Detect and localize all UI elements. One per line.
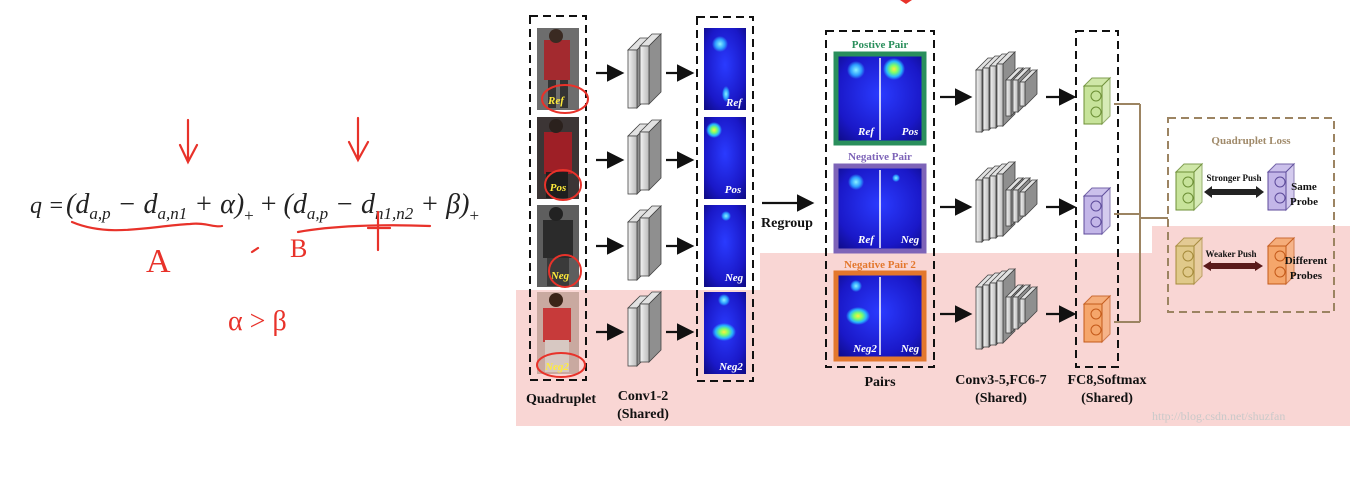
arrows-stage1: [596, 64, 695, 341]
person-image-pos: Pos: [537, 117, 579, 199]
loss-block-tan: [1174, 236, 1204, 286]
conv35-plate-row0-6: [1019, 69, 1038, 107]
caption-pairs: Pairs: [864, 375, 896, 390]
quadruplet-loss-title: Quadruplet Loss: [1211, 135, 1291, 147]
formula-term1-open: (da,p − da,n1 + α)+ + (da,p − dn1,n2 + β…: [66, 189, 479, 225]
caption-conv35-shared: (Shared): [975, 391, 1027, 406]
formula-prefix: q =: [30, 193, 64, 219]
feature-map-neg2: Neg2: [704, 292, 746, 374]
underline-term1: [70, 220, 224, 232]
caption-fc8-shared: (Shared): [1081, 391, 1133, 406]
positive-pair-title: Postive Pair: [852, 39, 909, 51]
image-tag-pos: Pos: [550, 182, 567, 194]
feature-tag-neg2: Neg2: [718, 361, 743, 373]
image-tag-neg: Neg: [550, 270, 570, 282]
negative-pair-right: Neg: [900, 234, 920, 246]
positive-pair: Postive Pair Ref Pos: [833, 39, 927, 146]
regroup-label: Regroup: [761, 216, 813, 231]
stronger-push-label: Stronger Push: [1207, 173, 1262, 183]
different-probes-line2: Probes: [1290, 270, 1323, 282]
same-probe-line1: Same: [1291, 181, 1317, 193]
handwritten-inequality: α > β: [228, 306, 287, 337]
down-arrow-mark-1: [178, 118, 199, 165]
stronger-push-arrow: [1204, 186, 1264, 198]
loss-blocks: [1174, 162, 1296, 286]
conv12-plate-row1-b: [639, 119, 662, 191]
positive-pair-right: Pos: [902, 126, 919, 138]
negative-pair-2: Negative Pair 2 Neg2 Neg: [833, 259, 927, 362]
negative-pair-left: Ref: [857, 234, 875, 246]
feature-map-dashed-box: [696, 16, 754, 382]
conv12-layers: [627, 33, 662, 367]
negative-pair-2-right: Neg: [900, 343, 920, 355]
loss-block-green: [1174, 162, 1204, 212]
caption-fc8: FC8,Softmax: [1068, 373, 1147, 388]
quadruplet-dashed-box: [529, 15, 587, 381]
underline-term2: [296, 224, 432, 234]
caption-conv35: Conv3-5,FC6-7: [955, 373, 1046, 388]
handwritten-label-a: A: [146, 243, 171, 280]
negative-pair: Negative Pair Ref Neg: [833, 151, 927, 254]
fc8-dashed-box: [1075, 30, 1119, 368]
image-tag-neg2: Neg2: [544, 361, 569, 373]
same-probe-line2: Probe: [1290, 196, 1318, 208]
weaker-push-arrow: [1203, 261, 1263, 271]
conv12-plate-row2-b: [639, 205, 662, 277]
person-image-neg2: Neg2: [537, 292, 579, 374]
quadruplet-loss-box: [1167, 117, 1335, 313]
person-image-neg: Neg: [537, 205, 579, 287]
fc8-block-negative2: [1082, 294, 1112, 344]
weaker-push-label: Weaker Push: [1205, 249, 1256, 259]
fc8-block-positive: [1082, 76, 1112, 126]
feature-tag-ref: Ref: [725, 97, 743, 109]
down-arrow-mark-2: [347, 116, 370, 163]
loss-connectors: [1114, 103, 1168, 323]
arrows-stage2: [940, 88, 1077, 323]
caption-conv12-shared: (Shared): [617, 407, 669, 422]
fc8-blocks: [1082, 76, 1112, 344]
tag-circles: [536, 84, 589, 378]
image-tag-ref: Ref: [547, 95, 565, 107]
pairs-dashed-box: [825, 30, 935, 368]
conv35-plate-row2-6: [1019, 286, 1038, 324]
negative-pair-title: Negative Pair: [848, 151, 912, 163]
conv35-plate-row1-6: [1019, 179, 1038, 217]
caption-quadruplet: Quadruplet: [526, 392, 596, 407]
negative-pair-2-left: Neg2: [852, 343, 877, 355]
tick-mark: [250, 246, 260, 254]
person-image-ref: Ref: [537, 28, 579, 110]
loss-block-orange: [1266, 236, 1296, 286]
conv35-fc67-layers: [975, 51, 1038, 350]
loss-block-purple: [1266, 162, 1296, 212]
cross-mark: [366, 210, 392, 252]
handwritten-annotations: [70, 116, 432, 254]
loss-formula: q = (da,p − da,n1 + α)+ + (da,p − dn1,n2…: [30, 189, 479, 225]
feature-tag-pos: Pos: [725, 184, 742, 196]
feature-map-pos: Pos: [704, 117, 746, 199]
different-probes-line1: Different: [1285, 255, 1328, 267]
negative-pair-2-title: Negative Pair 2: [844, 259, 916, 271]
handwritten-label-b: B: [290, 234, 307, 263]
top-red-mark: [900, 0, 912, 4]
positive-pair-left: Ref: [857, 126, 875, 138]
feature-tag-neg: Neg: [724, 272, 744, 284]
fc8-block-negative: [1082, 186, 1112, 236]
feature-map-ref: Ref: [704, 28, 746, 110]
watermark: http://blog.csdn.net/shuzfan: [1152, 409, 1285, 423]
feature-map-neg: Neg: [704, 205, 746, 287]
conv12-plate-row0-b: [639, 33, 662, 105]
conv12-plate-row3-b: [639, 291, 662, 363]
caption-conv12: Conv1-2: [618, 389, 669, 404]
